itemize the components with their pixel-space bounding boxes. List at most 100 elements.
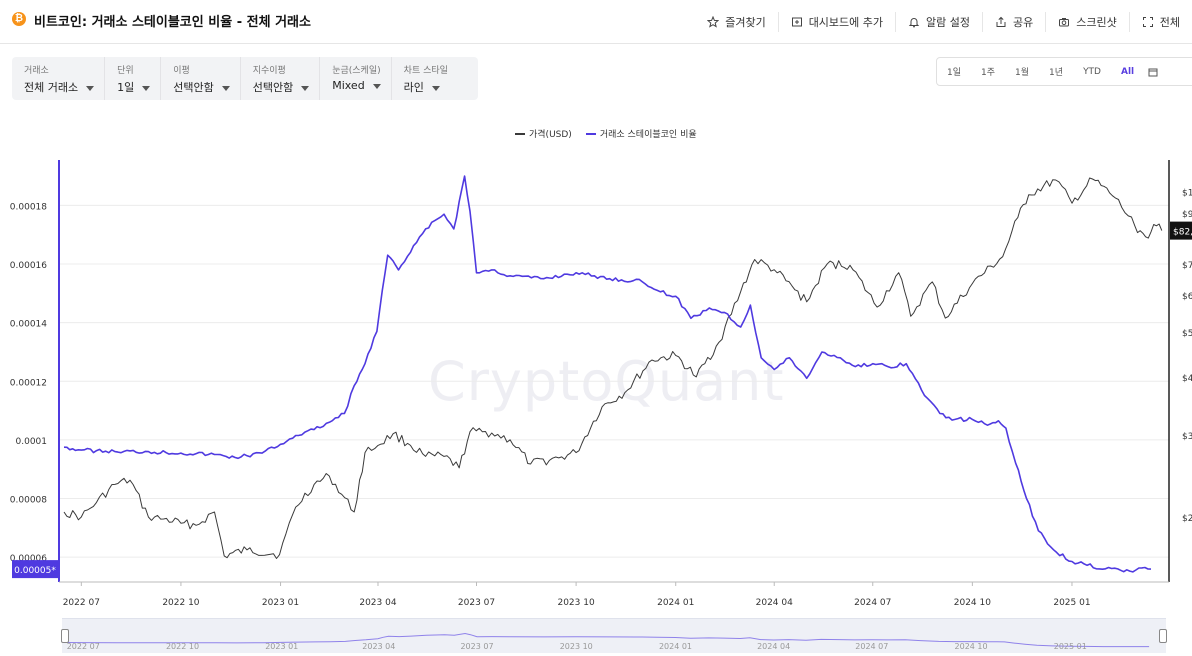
navigator-tick-label: 2022 07 [67, 642, 100, 651]
y-right-tick-label: $7 [1182, 261, 1192, 271]
range-all[interactable]: All [1121, 66, 1135, 77]
x-tick-label: 2024 01 [657, 598, 694, 608]
chart-canvas[interactable]: 0.00006 0.00008 0.0001 0.00012 0.00014 0.0001… [0, 150, 1192, 610]
share-icon [996, 16, 1006, 27]
y-right-tick-label: $3 [1182, 432, 1192, 442]
series-line-price [63, 177, 1163, 559]
filter-bar: 거래소 전체 거래소 단위 1일 이평 선택안함 지수이평 선택안함 눈금(스케… [12, 57, 478, 100]
y-right-tick-label: $5 [1182, 329, 1192, 339]
range-1y[interactable]: 1년 [1049, 68, 1064, 78]
chevron-down-icon [301, 85, 310, 91]
page-title: 비트코인: 거래소 스테이블코인 비율 - 전체 거래소 [34, 15, 311, 30]
exp-moving-average-filter-label: 지수이평 [252, 66, 286, 76]
interval-filter[interactable]: 단위 1일 [105, 57, 162, 100]
legend-swatch-ratio [585, 132, 596, 135]
y-left-tick-label: 0.00006 [10, 554, 47, 564]
range-1m[interactable]: 1월 [1015, 68, 1030, 78]
navigator-right-handle[interactable] [1159, 629, 1167, 643]
x-tick-label: 2023 04 [359, 598, 396, 608]
x-tick-label: 2024 10 [954, 598, 991, 608]
chart-style-filter[interactable]: 차트 스타일 라인 [392, 57, 458, 100]
navigator-tick-label: 2024 07 [855, 642, 888, 651]
navigator-tick-label: 2024 01 [659, 642, 692, 651]
x-tick-label: 2023 01 [262, 598, 299, 608]
navigator-tick-label: 2023 01 [265, 642, 298, 651]
exp-moving-average-filter-value: 선택안함 [252, 81, 294, 94]
legend-item-price[interactable]: 가격(USD) [515, 127, 572, 140]
navigator-tick-label: 2025 01 [1054, 642, 1087, 651]
fullscreen-label: 전체 [1159, 15, 1180, 29]
moving-average-filter-label: 이평 [173, 66, 190, 76]
chart-style-filter-label: 차트 스타일 [403, 66, 448, 76]
share-label: 공유 [1013, 15, 1034, 29]
favorite-button[interactable]: 즐겨찾기 [695, 12, 777, 32]
exchange-filter[interactable]: 거래소 전체 거래소 [12, 57, 106, 100]
chevron-down-icon [221, 85, 230, 91]
interval-filter-value: 1일 [117, 81, 135, 94]
scale-filter[interactable]: 눈금(스케일) Mixed [320, 57, 392, 100]
legend-label-price: 가격(USD) [529, 130, 572, 140]
screenshot-label: 스크린샷 [1076, 15, 1117, 29]
y-right-tick-label: $4 [1182, 374, 1192, 384]
top-bar: ₿ 비트코인: 거래소 스테이블코인 비율 - 전체 거래소 즐겨찾기 대시보드… [0, 0, 1192, 44]
x-tick-label: 2022 10 [162, 598, 199, 608]
set-alert-label: 알람 설정 [926, 15, 971, 29]
chevron-down-icon [86, 85, 95, 91]
range-ytd[interactable]: YTD [1083, 66, 1101, 77]
legend-item-ratio[interactable]: 거래소 스테이블코인 비율 [585, 127, 697, 140]
y-left-tick-label: 0.00008 [10, 495, 47, 505]
chevron-down-icon [431, 85, 440, 91]
exchange-filter-value: 전체 거래소 [24, 81, 79, 94]
moving-average-filter[interactable]: 이평 선택안함 [161, 57, 241, 100]
legend-swatch-price [515, 132, 525, 135]
range-navigator[interactable]: 2022 07 2022 10 2023 01 2023 04 2023 07 2023 … [61, 618, 1167, 653]
navigator-tick-label: 2022 10 [166, 642, 199, 651]
x-tick-label: 2024 07 [854, 598, 891, 608]
calendar-icon[interactable] [1148, 67, 1158, 77]
range-1w[interactable]: 1주 [981, 68, 996, 78]
x-tick-label: 2023 10 [557, 598, 594, 608]
add-to-dashboard-label: 대시보드에 추가 [808, 15, 884, 29]
x-tick-label: 2024 04 [756, 598, 793, 608]
y-left-tick-label: 0.00012 [10, 378, 47, 388]
current-value-badge-right [1170, 221, 1192, 240]
set-alert-button[interactable]: 알람 설정 [895, 11, 982, 32]
interval-filter-label: 단위 [117, 66, 134, 76]
navigator-tick-label: 2023 04 [362, 642, 395, 651]
chevron-down-icon [142, 85, 151, 91]
series-line-ratio [63, 175, 1152, 573]
y-left-tick-label: 0.00018 [10, 202, 47, 212]
current-value-badge-left [12, 560, 59, 579]
exp-moving-average-filter[interactable]: 지수이평 선택안함 [241, 57, 321, 100]
current-value-label-right: $82, [1173, 228, 1192, 238]
x-tick-label: 2023 07 [458, 598, 495, 608]
legend-label-ratio: 거래소 스테이블코인 비율 [599, 130, 697, 140]
screenshot-button[interactable]: 스크린샷 [1045, 11, 1128, 32]
header-actions: 즐겨찾기 대시보드에 추가 알람 설정 공유 스크린샷 전체 [695, 0, 1192, 43]
chart-style-filter-value: 라인 [403, 81, 424, 94]
fullscreen-button[interactable]: 전체 [1128, 11, 1192, 32]
exchange-filter-label: 거래소 [24, 66, 49, 76]
chevron-down-icon [372, 83, 381, 89]
navigator-tick-label: 2024 10 [955, 642, 988, 651]
scale-filter-label: 눈금(스케일) [332, 66, 381, 76]
y-right-tick-label: $9 [1182, 210, 1192, 220]
star-icon [707, 15, 720, 28]
y-left-tick-label: 0.0001 [16, 437, 48, 447]
share-button[interactable]: 공유 [982, 11, 1045, 32]
navigator-tick-label: 2024 04 [757, 642, 790, 651]
x-tick-label: 2022 07 [63, 598, 100, 608]
y-right-tick-label: $6 [1182, 292, 1192, 302]
y-left-tick-label: 0.00014 [10, 320, 47, 330]
add-to-dashboard-button[interactable]: 대시보드에 추가 [777, 11, 895, 32]
y-right-tick-label: $2 [1182, 514, 1192, 524]
navigator-preview: 2022 07 2022 10 2023 01 2023 04 2023 07 2023 … [65, 632, 1150, 651]
dashboard-add-icon [791, 17, 802, 26]
navigator-tick-label: 2023 07 [460, 642, 493, 651]
fullscreen-icon [1142, 16, 1153, 27]
camera-icon [1059, 17, 1070, 26]
favorite-label: 즐겨찾기 [725, 15, 766, 29]
navigator-series-line [65, 632, 1150, 648]
range-1d[interactable]: 1일 [947, 68, 962, 78]
navigator-left-handle[interactable] [61, 629, 69, 643]
